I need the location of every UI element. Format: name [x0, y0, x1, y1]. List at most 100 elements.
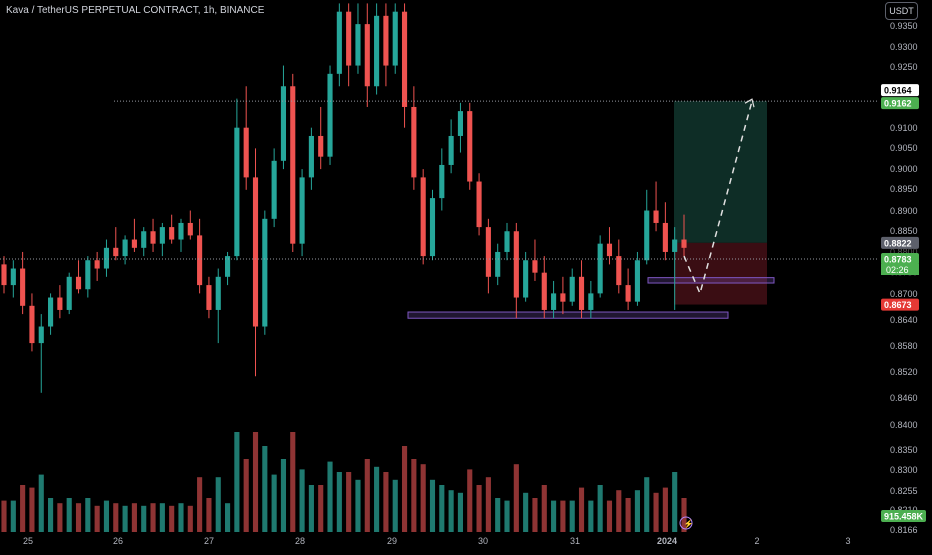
- lightning-icon: [679, 516, 693, 530]
- volume-bar: [485, 477, 491, 532]
- candle-body: [448, 135, 454, 165]
- y-tick-label: 0.8520: [890, 367, 918, 377]
- volume-bar: [225, 503, 231, 532]
- volume-bar: [532, 498, 538, 532]
- candle-body: [374, 15, 380, 87]
- volume-bar: [346, 472, 352, 532]
- volume-bar: [681, 498, 687, 532]
- volume-bar: [131, 503, 137, 532]
- candle-body: [308, 135, 314, 178]
- position-zones: [407, 101, 775, 319]
- volume-bar: [103, 500, 110, 532]
- last-price-tag-bg: [881, 236, 919, 249]
- volume-bar: [206, 498, 212, 532]
- volume-bar: [336, 472, 342, 532]
- volume-bar: [66, 498, 72, 532]
- volume-bar: [29, 487, 35, 532]
- volume-bar: [560, 500, 566, 532]
- candle-body: [429, 198, 436, 257]
- candle-body: [672, 239, 678, 252]
- candle-body: [662, 222, 668, 252]
- volume-bar: [141, 505, 147, 532]
- candle-body: [420, 177, 426, 257]
- candle-body: [681, 239, 687, 248]
- x-tick-label: 2024: [657, 536, 677, 546]
- volume-bar: [318, 485, 324, 532]
- volume-bar: [476, 485, 482, 532]
- y-tick-label: 0.8580: [890, 341, 918, 351]
- candle-body: [392, 11, 398, 66]
- volume-bar: [401, 446, 408, 532]
- candle-body: [20, 268, 26, 306]
- candle-body: [280, 86, 287, 161]
- candle-body: [243, 127, 249, 178]
- candle-body: [644, 210, 650, 261]
- volume-bar: [355, 479, 361, 532]
- volume-bar: [578, 487, 585, 532]
- candle-body: [346, 11, 352, 66]
- currency-unit-button[interactable]: USDT: [885, 2, 918, 20]
- candle-body: [1, 264, 7, 286]
- volume-bar: [169, 505, 175, 532]
- volume-bar: [411, 459, 417, 532]
- volume-bar: [271, 474, 277, 532]
- candle-body: [541, 272, 547, 310]
- candle-body: [569, 276, 575, 302]
- candle-body: [85, 260, 91, 290]
- candle-body: [411, 106, 417, 178]
- candle-body: [113, 247, 119, 257]
- candle-body: [439, 164, 445, 199]
- volume-tag: 915.458K: [884, 512, 924, 522]
- candle-body: [234, 127, 240, 257]
- y-tick-label: 0.8300: [890, 465, 918, 475]
- candle-body: [141, 231, 147, 248]
- candle-body: [10, 268, 16, 286]
- candle-body: [401, 11, 408, 107]
- candle-body: [523, 260, 529, 298]
- volume-bar: [10, 500, 16, 532]
- x-tick-label: 28: [295, 536, 305, 546]
- y-tick-label: 0.8700: [890, 289, 918, 299]
- y-tick-label: 0.8800: [890, 247, 918, 257]
- candle-body: [159, 227, 165, 244]
- current-price-tag-bg: [881, 253, 919, 265]
- volume-bar: [448, 490, 454, 532]
- time-axis[interactable]: 25 26 27 28 29 30 31 2024 2 3: [23, 536, 851, 546]
- y-tick-label: 0.8255: [890, 486, 918, 496]
- volume-bar: [290, 432, 296, 532]
- candlesticks: [1, 3, 687, 393]
- candle-body: [476, 181, 482, 228]
- volume-bar: [569, 500, 575, 532]
- volume-bar: [597, 485, 603, 532]
- volume-bar: [299, 469, 305, 532]
- chart-title: Kava / TetherUS PERPETUAL CONTRACT, 1h, …: [6, 5, 265, 16]
- candle-body: [178, 222, 184, 240]
- candle-body: [578, 276, 585, 310]
- candle-body: [383, 15, 389, 66]
- y-tick-label: 0.8640: [890, 315, 918, 325]
- y-tick-label: 0.9250: [890, 62, 918, 72]
- y-tick-label: 0.8400: [890, 420, 918, 430]
- x-tick-label: 26: [113, 536, 123, 546]
- volume-bar: [38, 474, 44, 532]
- y-tick-label: 0.9300: [890, 42, 918, 52]
- lightning-icon-glyph: ⚡: [684, 519, 694, 529]
- current-price-tag: 0.8783: [884, 255, 912, 265]
- x-tick-label: 3: [845, 536, 850, 546]
- volume-bar: [644, 477, 650, 532]
- candle-body: [560, 293, 566, 302]
- y-tick-label: 0.8460: [890, 393, 918, 403]
- volume-bar: [625, 498, 631, 532]
- volume-bar: [57, 503, 63, 532]
- x-tick-label: 31: [570, 536, 580, 546]
- candle-body: [252, 177, 259, 327]
- candle-body: [271, 160, 277, 219]
- volume-bar: [374, 466, 380, 532]
- candle-body: [197, 235, 203, 286]
- candle-body: [122, 239, 128, 257]
- candle-body: [616, 256, 622, 286]
- volume-bars: [1, 432, 687, 532]
- candle-body: [66, 276, 72, 310]
